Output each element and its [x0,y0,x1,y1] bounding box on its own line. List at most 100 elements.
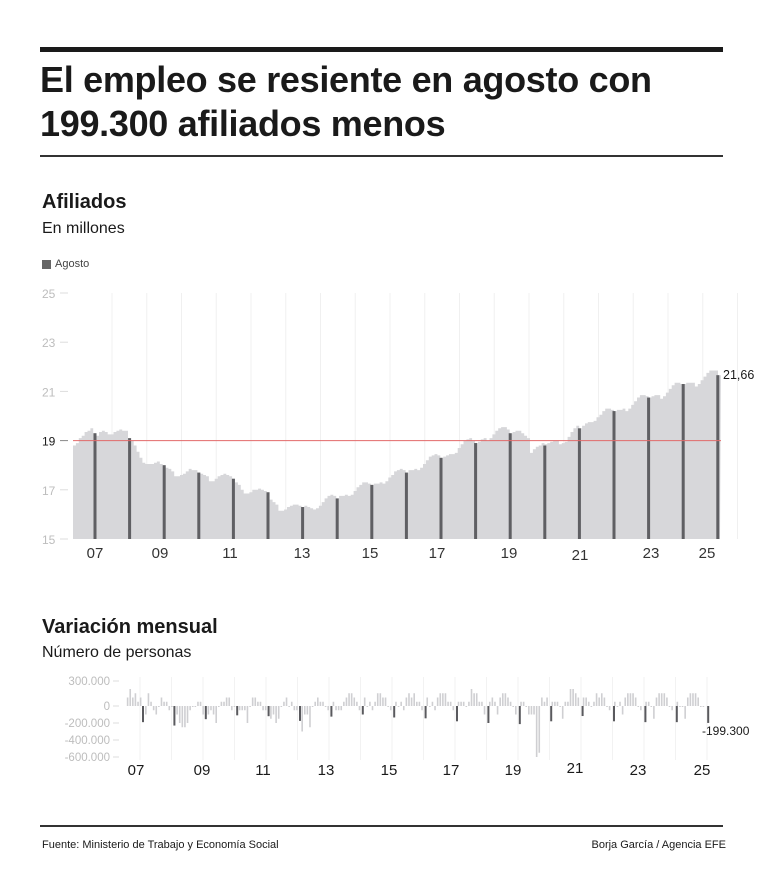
monthly-bar [280,706,283,707]
monthly-bar [426,697,429,706]
monthly-bar [533,706,535,715]
monthly-bar [340,706,343,711]
monthly-bar [627,693,629,706]
x-tick-label: 19 [501,545,518,562]
monthly-bar [150,701,152,706]
monthly-bar [314,701,316,706]
monthly-bar [160,697,163,706]
monthly-bar [262,706,264,711]
monthly-bar [416,701,418,706]
monthly-bar [465,706,468,707]
august-bar [267,706,270,717]
monthly-bar [679,706,681,707]
august-bar [404,472,408,539]
y-tick-label: 0 [104,701,110,713]
monthly-bar [345,697,348,706]
monthly-bar [483,706,486,715]
monthly-bar [582,697,585,706]
variacion-subtitle: Número de personas [42,644,192,661]
monthly-bar [606,706,608,707]
august-bar [93,433,97,539]
august-bar [681,384,685,539]
monthly-bar [694,693,697,706]
monthly-bar [431,701,434,706]
monthly-bar [311,706,314,707]
monthly-bar [692,693,694,706]
august-bar [335,498,339,539]
monthly-bar [369,701,371,706]
monthly-bar [215,706,217,723]
august-bar [162,465,166,539]
august-bar [424,706,427,719]
x-tick-label: 11 [255,762,271,779]
monthly-bar [322,701,324,706]
august-bar [142,706,144,723]
august-bar [231,478,235,539]
monthly-bar [421,706,423,711]
monthly-bar [460,701,462,706]
monthly-bar [452,706,455,711]
y-tick-label: 23 [42,336,56,350]
monthly-bar [543,701,546,706]
monthly-bar [293,706,296,711]
source-note: Fuente: Ministerio de Trabajo y Economía… [42,839,279,851]
monthly-bar [249,706,251,707]
monthly-bar [176,706,178,715]
monthly-bar [567,701,569,706]
y-tick-label: 25 [42,287,56,301]
monthly-bar [569,689,572,706]
afiliados-subtitle: En millones [42,220,125,237]
x-tick-label: 21 [572,547,589,564]
monthly-bar [457,701,460,706]
monthly-bar [697,697,699,706]
x-tick-label: 13 [294,545,311,562]
monthly-bar [619,701,621,706]
monthly-bar [155,706,158,715]
august-bar [550,706,553,722]
monthly-bar [507,697,509,706]
y-tick-label: 19 [42,435,56,449]
area-series [73,370,721,539]
monthly-bar [559,706,561,707]
monthly-bar [671,706,673,711]
august-bar [370,484,374,539]
monthly-bar [137,701,139,706]
monthly-bar [702,706,705,707]
monthly-bar [324,706,327,707]
monthly-bar [376,693,379,706]
monthly-bar [574,693,577,706]
y-tick-label: 15 [42,533,56,547]
x-tick-label: 09 [152,545,169,562]
monthly-bar [254,697,257,706]
monthly-bar [210,706,212,711]
monthly-bar [363,697,366,706]
monthly-bar [257,701,259,706]
monthly-bar [577,697,580,706]
monthly-bar [603,697,606,706]
monthly-bar [668,706,671,707]
x-tick-label: 23 [643,545,660,562]
monthly-bar [244,706,246,711]
monthly-bar [634,697,637,706]
monthly-bar [475,693,478,706]
monthly-bar [436,697,439,706]
monthly-bar [207,706,210,715]
x-tick-label: 23 [630,762,647,779]
monthly-bar [202,706,204,715]
monthly-bar [238,706,241,711]
monthly-bar [283,701,285,706]
monthly-bar [129,689,132,706]
monthly-bar [371,706,374,711]
august-bar [236,706,239,716]
monthly-bar [478,701,481,706]
august-bar [393,706,396,718]
monthly-bar [525,706,528,707]
monthly-bar [134,693,137,706]
monthly-bar [400,701,402,706]
monthly-bar [564,701,567,706]
monthly-bar [181,706,184,728]
monthly-bar [277,706,280,719]
monthly-bar [306,706,309,715]
monthly-bar [520,701,522,706]
monthly-bar [522,701,525,706]
